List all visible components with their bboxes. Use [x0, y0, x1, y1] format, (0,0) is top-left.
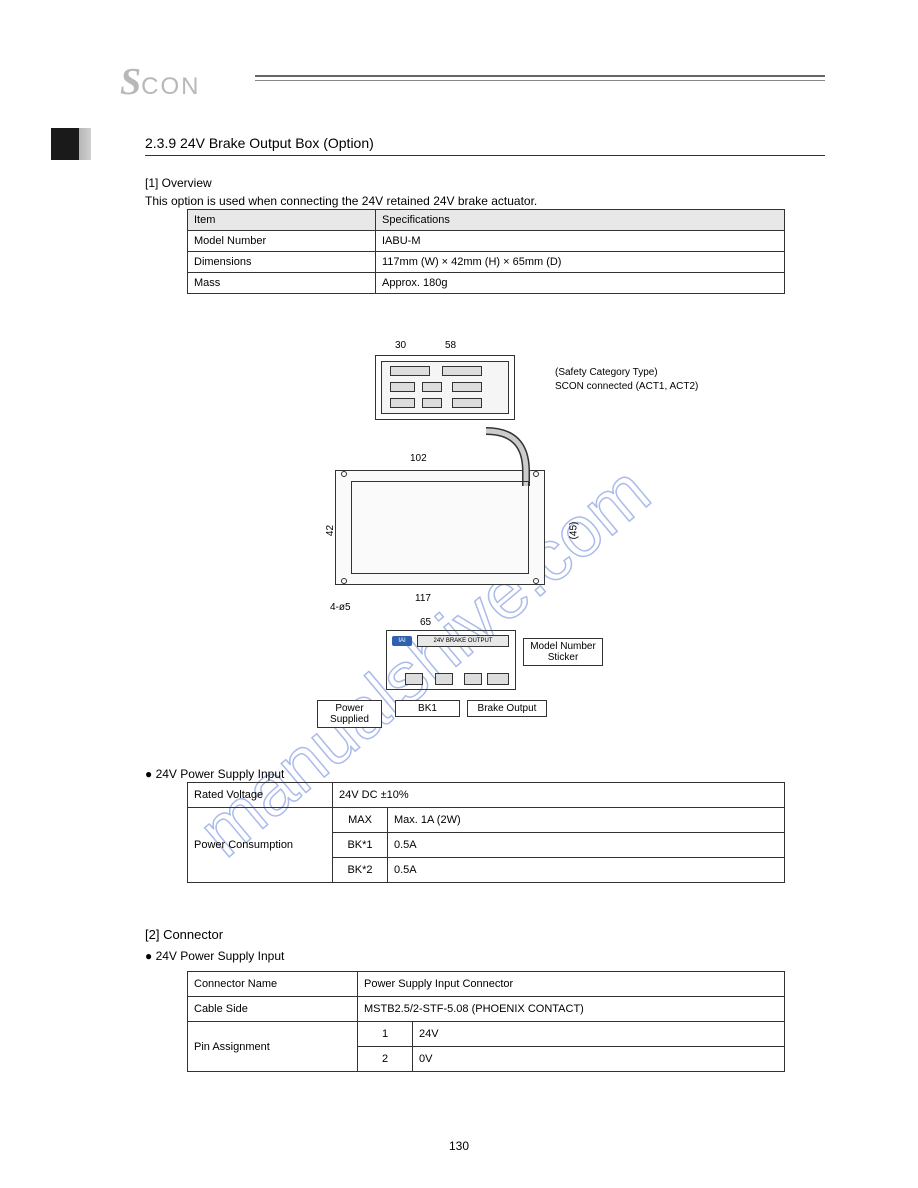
th-spec: Specifications: [376, 210, 785, 231]
diagram-front-view: IAI 24V BRAKE OUTPUT: [386, 630, 516, 690]
dim-42: 42: [325, 525, 336, 536]
iai-logo: IAI: [392, 636, 412, 646]
callout-safety: (Safety Category Type): [555, 367, 658, 378]
cell: Mass: [188, 273, 376, 294]
cell: BK*2: [333, 858, 388, 883]
cell: 1: [358, 1022, 413, 1047]
table2-title: ● 24V Power Supply Input: [145, 767, 284, 781]
cell: 24V DC ±10%: [333, 783, 785, 808]
cell: Pin Assignment: [188, 1022, 358, 1072]
diagram-top-view: [375, 355, 515, 420]
front-label: 24V BRAKE OUTPUT: [417, 635, 509, 647]
cell: BK*1: [333, 833, 388, 858]
sub-heading-2: [2] Connector: [145, 927, 223, 942]
logo-s: S: [120, 61, 141, 103]
logo: SCON: [120, 60, 200, 104]
chapter-tab-dark: [51, 128, 79, 160]
dim-45: (45): [568, 522, 579, 540]
dim-65: 65: [420, 617, 431, 628]
spec-table: Item Specifications Model NumberIABU-M D…: [187, 209, 785, 294]
callout-model-sticker: Model Number Sticker: [523, 638, 603, 666]
cell: Model Number: [188, 231, 376, 252]
cell: 117mm (W) × 42mm (H) × 65mm (D): [376, 252, 785, 273]
cell: MAX: [333, 808, 388, 833]
logo-con: CON: [141, 73, 200, 100]
cell: 0.5A: [388, 833, 785, 858]
header-rule: [255, 75, 825, 81]
cell: Cable Side: [188, 997, 358, 1022]
cell: Connector Name: [188, 972, 358, 997]
callout-scon: SCON connected (ACT1, ACT2): [555, 381, 698, 392]
cell: MSTB2.5/2-STF-5.08 (PHOENIX CONTACT): [358, 997, 785, 1022]
callout-bk1: BK1: [395, 700, 460, 717]
callout-bk2: Brake Output: [467, 700, 547, 717]
cell: 2: [358, 1047, 413, 1072]
cell: Dimensions: [188, 252, 376, 273]
table3-title: ● 24V Power Supply Input: [145, 949, 284, 963]
diagram-side-view: [335, 470, 545, 585]
sub-heading-1: [1] Overview: [145, 176, 212, 190]
callout-holes: 4-ø5: [330, 602, 351, 613]
cell: Max. 1A (2W): [388, 808, 785, 833]
dim-117: 117: [415, 593, 431, 604]
section-title: 2.3.9 24V Brake Output Box (Option): [145, 135, 825, 156]
cell: Power Supply Input Connector: [358, 972, 785, 997]
dim-58: 58: [445, 340, 456, 351]
overview-text: This option is used when connecting the …: [145, 194, 537, 208]
cell: Power Consumption: [188, 808, 333, 883]
dim-30: 30: [395, 340, 406, 351]
th-item: Item: [188, 210, 376, 231]
callout-power: Power Supplied: [317, 700, 382, 728]
cell: 0V: [413, 1047, 785, 1072]
cell: Approx. 180g: [376, 273, 785, 294]
cell: IABU-M: [376, 231, 785, 252]
cell: 24V: [413, 1022, 785, 1047]
connector-table: Connector Name Power Supply Input Connec…: [187, 971, 785, 1072]
cell: 0.5A: [388, 858, 785, 883]
cell: Rated Voltage: [188, 783, 333, 808]
page-number: 130: [449, 1139, 469, 1153]
power-table: Rated Voltage 24V DC ±10% Power Consumpt…: [187, 782, 785, 883]
